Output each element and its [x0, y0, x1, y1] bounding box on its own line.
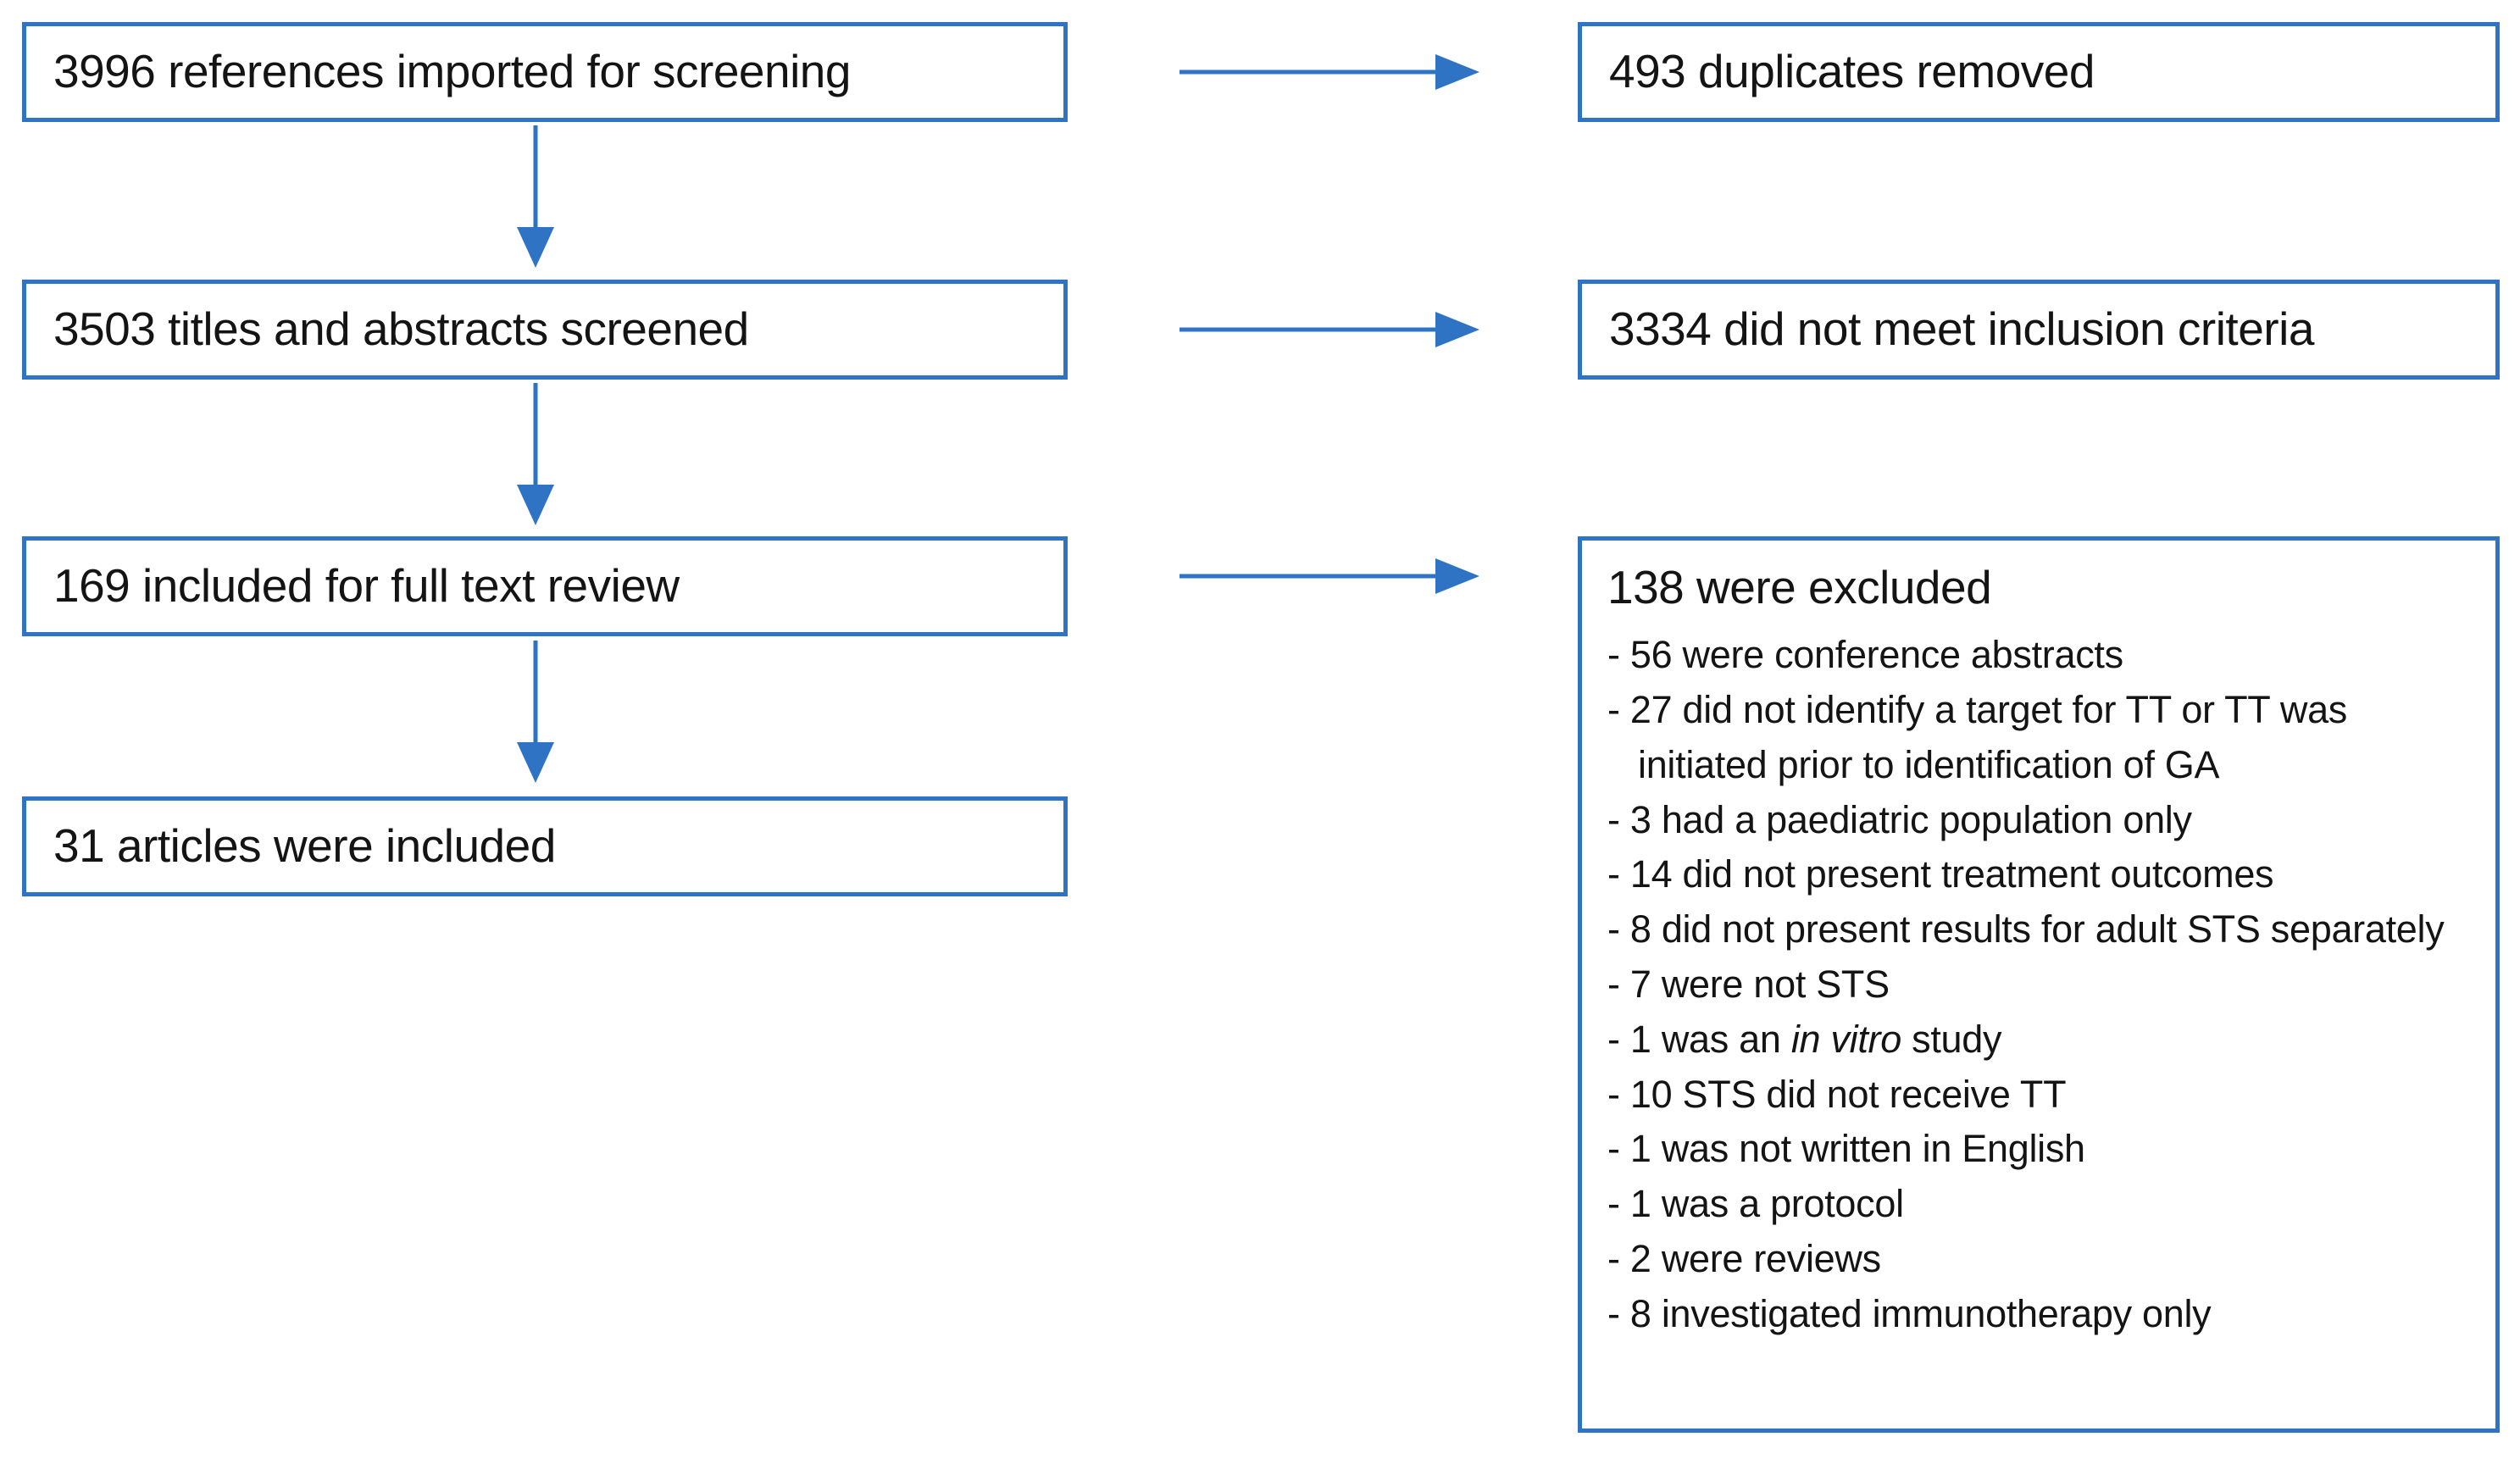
excluded-list-item: - 10 STS did not receive TT [1607, 1072, 2067, 1116]
flow-box-label: 169 included for full text review [53, 559, 680, 613]
excluded-item-text: 8 investigated immunotherapy only [1629, 1291, 2212, 1335]
excluded-item-text: 10 STS did not receive TT [1629, 1072, 2067, 1116]
flow-box-titles-screened: 3503 titles and abstracts screened [22, 280, 1068, 380]
flow-box-duplicates-removed: 493 duplicates removed [1578, 22, 2500, 122]
excluded-list-item: - 2 were reviews [1607, 1237, 1881, 1281]
flow-box-label: 3996 references imported for screening [53, 45, 851, 98]
excluded-item-text: 3 had a paediatric population only [1629, 797, 2192, 841]
down-arrow-icon [517, 125, 554, 268]
down-arrow-icon [517, 641, 554, 783]
excluded-item-text: 14 did not present treatment outcomes [1629, 852, 2274, 896]
down-arrow-icon [517, 383, 554, 525]
excluded-list-item: - 8 investigated immunotherapy only [1607, 1291, 2212, 1335]
right-arrow-icon [1180, 312, 1479, 347]
flow-box-label: 3503 titles and abstracts screened [53, 302, 749, 356]
excluded-list-item: - 56 were conference abstracts [1607, 633, 2123, 677]
flow-box-articles-included: 31 articles were included [22, 796, 1068, 896]
excluded-item-text: 8 did not present results for adult STS … [1629, 907, 2445, 951]
flow-box-label: 493 duplicates removed [1609, 45, 2095, 98]
excluded-item-text: 7 were not STS [1629, 962, 1890, 1007]
excluded-list-item: - 1 was a protocol [1607, 1182, 1904, 1226]
flow-box-full-text-review: 169 included for full text review [22, 536, 1068, 636]
excluded-item-text: in vitro [1790, 1017, 1901, 1061]
flow-box-excluded: 138 were excluded - 56 were conference a… [1578, 536, 2500, 1433]
flow-box-not-meet-criteria: 3334 did not meet inclusion criteria [1578, 280, 2500, 380]
excluded-item-text: 56 were conference abstracts [1629, 633, 2123, 677]
flow-box-references-imported: 3996 references imported for screening [22, 22, 1068, 122]
excluded-list-item: - 14 did not present treatment outcomes [1607, 852, 2274, 896]
right-arrow-icon [1180, 558, 1479, 594]
flow-box-label: 3334 did not meet inclusion criteria [1609, 302, 2314, 356]
excluded-list-item: - 1 was an in vitro study [1607, 1017, 2002, 1061]
excluded-item-text: 2 were reviews [1629, 1237, 1881, 1281]
excluded-item-text: 1 was not written in English [1629, 1127, 2085, 1171]
excluded-title: 138 were excluded [1607, 561, 1992, 613]
excluded-list-item: - 7 were not STS [1607, 962, 1890, 1007]
excluded-list-item: - 8 did not present results for adult ST… [1607, 907, 2445, 951]
flow-box-label: 31 articles were included [53, 819, 556, 873]
excluded-item-text: 27 did not identify a target for TT or T… [1629, 688, 2348, 786]
excluded-item-text: study [1901, 1017, 2002, 1061]
excluded-item-text: 1 was an [1629, 1017, 1791, 1061]
excluded-item-text: 1 was a protocol [1629, 1182, 1904, 1226]
excluded-list-item: - 1 was not written in English [1607, 1127, 2085, 1171]
excluded-list: - 56 were conference abstracts - 27 did n… [1607, 628, 2475, 1341]
excluded-list-item: - 27 did not identify a target for TT or… [1607, 688, 2348, 786]
excluded-list-item: - 3 had a paediatric population only [1607, 797, 2192, 841]
right-arrow-icon [1180, 54, 1479, 90]
